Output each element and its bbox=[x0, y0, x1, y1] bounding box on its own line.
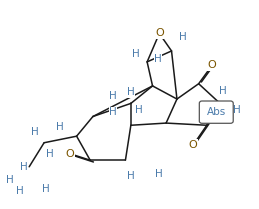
Text: O: O bbox=[208, 60, 217, 70]
Text: O: O bbox=[155, 28, 164, 38]
Text: H: H bbox=[109, 107, 117, 117]
Text: Abs: Abs bbox=[207, 107, 226, 117]
Text: H: H bbox=[20, 162, 28, 172]
Text: H: H bbox=[155, 169, 163, 180]
Text: H: H bbox=[127, 88, 135, 97]
Text: H: H bbox=[16, 186, 24, 196]
Text: H: H bbox=[46, 149, 53, 159]
Text: H: H bbox=[132, 49, 140, 59]
Text: H: H bbox=[127, 171, 135, 181]
Text: H: H bbox=[219, 86, 227, 96]
FancyBboxPatch shape bbox=[199, 101, 233, 123]
Text: H: H bbox=[6, 175, 14, 185]
Text: H: H bbox=[154, 54, 162, 64]
Text: H: H bbox=[135, 105, 143, 115]
Text: O: O bbox=[66, 149, 74, 159]
Text: H: H bbox=[109, 91, 116, 101]
Text: H: H bbox=[56, 122, 64, 133]
Text: H: H bbox=[42, 184, 50, 194]
Text: O: O bbox=[189, 140, 198, 150]
Text: H: H bbox=[178, 32, 186, 42]
Text: H: H bbox=[233, 105, 241, 115]
Text: H: H bbox=[31, 127, 39, 137]
